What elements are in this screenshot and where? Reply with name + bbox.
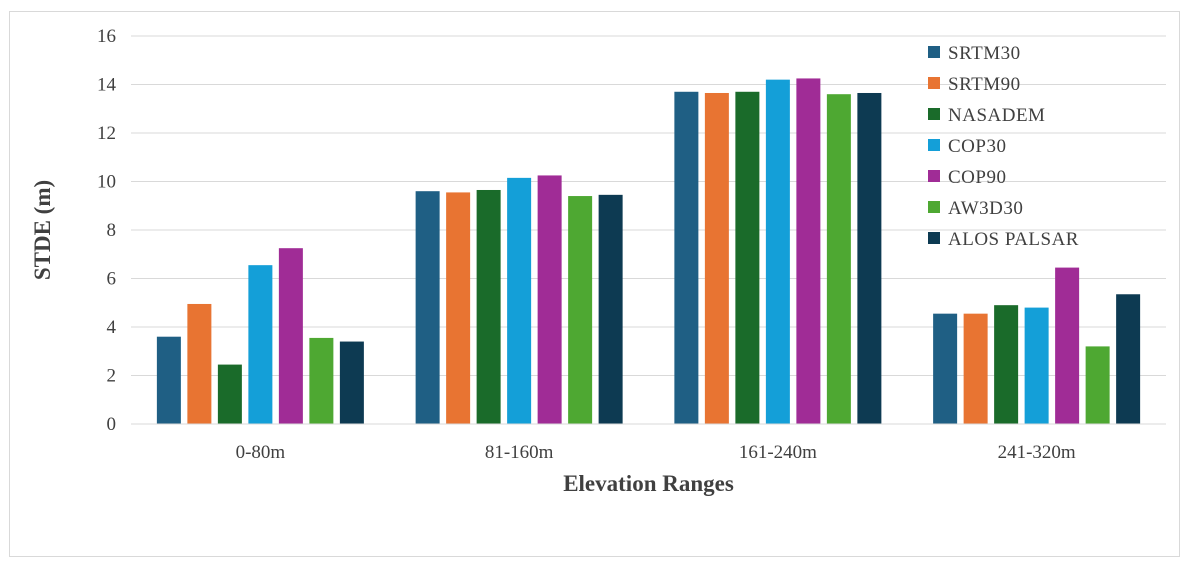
legend-swatch bbox=[928, 232, 940, 244]
x-axis-title: Elevation Ranges bbox=[563, 471, 734, 496]
bar-srtm30-0 bbox=[156, 336, 181, 424]
legend-label: COP30 bbox=[948, 136, 1006, 157]
bar-cop30-3 bbox=[1024, 307, 1049, 424]
bar-nasadem-1 bbox=[476, 189, 501, 424]
y-axis-title: STDE (m) bbox=[30, 180, 55, 280]
y-tick-label: 0 bbox=[107, 414, 117, 435]
legend-label: COP90 bbox=[948, 167, 1006, 188]
bar-srtm90-1 bbox=[446, 192, 471, 424]
legend-label: ALOS PALSAR bbox=[948, 229, 1079, 250]
legend-swatch bbox=[928, 77, 940, 89]
bar-cop30-0 bbox=[248, 265, 273, 424]
legend-swatch bbox=[928, 139, 940, 151]
x-tick-label: 0-80m bbox=[236, 442, 286, 463]
bar-alos-palsar-3 bbox=[1116, 294, 1141, 424]
y-tick-label: 2 bbox=[107, 366, 117, 387]
legend-swatch bbox=[928, 108, 940, 120]
bar-srtm30-2 bbox=[674, 91, 699, 425]
bar-cop30-1 bbox=[507, 177, 532, 424]
y-tick-label: 8 bbox=[107, 220, 117, 241]
bar-cop90-2 bbox=[796, 78, 821, 424]
bar-cop90-1 bbox=[537, 175, 562, 424]
y-tick-label: 12 bbox=[97, 123, 116, 144]
bar-aw3d30-3 bbox=[1085, 346, 1110, 424]
chart-frame bbox=[9, 11, 1180, 557]
bar-srtm30-3 bbox=[933, 313, 958, 424]
bar-nasadem-0 bbox=[217, 364, 242, 424]
legend-swatch bbox=[928, 201, 940, 213]
legend-label: NASADEM bbox=[948, 105, 1045, 126]
bar-cop90-3 bbox=[1055, 267, 1080, 424]
legend-label: SRTM90 bbox=[948, 74, 1021, 95]
bar-aw3d30-2 bbox=[826, 94, 851, 424]
bar-aw3d30-1 bbox=[568, 196, 593, 424]
bar-nasadem-2 bbox=[735, 91, 760, 425]
bar-srtm90-3 bbox=[963, 313, 988, 424]
y-tick-label: 4 bbox=[107, 317, 117, 338]
legend: SRTM30 SRTM90 NASADEM COP30 COP90 AW3D30 ALOS … bbox=[928, 43, 1079, 250]
legend-label: SRTM30 bbox=[948, 43, 1021, 64]
bar-cop30-2 bbox=[765, 79, 790, 425]
x-tick-label: 241-320m bbox=[998, 442, 1076, 463]
bar-srtm30-1 bbox=[415, 191, 440, 424]
bar-srtm90-2 bbox=[704, 92, 729, 425]
y-tick-label: 6 bbox=[107, 269, 117, 290]
x-tick-label: 161-240m bbox=[739, 442, 817, 463]
bar-alos-palsar-2 bbox=[857, 92, 882, 425]
bar-alos-palsar-0 bbox=[339, 341, 364, 424]
legend-swatch bbox=[928, 170, 940, 182]
legend-swatch bbox=[928, 46, 940, 58]
x-axis-ticks: 0-80m 81-160m 161-240m 241-320m bbox=[236, 442, 1076, 463]
y-tick-label: 10 bbox=[97, 172, 116, 193]
bar-cop90-0 bbox=[278, 248, 303, 424]
bar-srtm90-0 bbox=[187, 303, 212, 424]
bar-aw3d30-0 bbox=[309, 337, 334, 424]
y-tick-label: 14 bbox=[97, 75, 117, 96]
bars bbox=[156, 78, 1141, 425]
y-tick-label: 16 bbox=[97, 26, 116, 47]
bar-nasadem-3 bbox=[994, 305, 1019, 424]
gridlines bbox=[131, 35, 1166, 376]
x-tick-label: 81-160m bbox=[485, 442, 554, 463]
bar-alos-palsar-1 bbox=[598, 194, 623, 424]
y-axis-ticks: 0 2 4 6 8 10 12 14 16 bbox=[97, 26, 117, 435]
legend-label: AW3D30 bbox=[948, 198, 1023, 219]
